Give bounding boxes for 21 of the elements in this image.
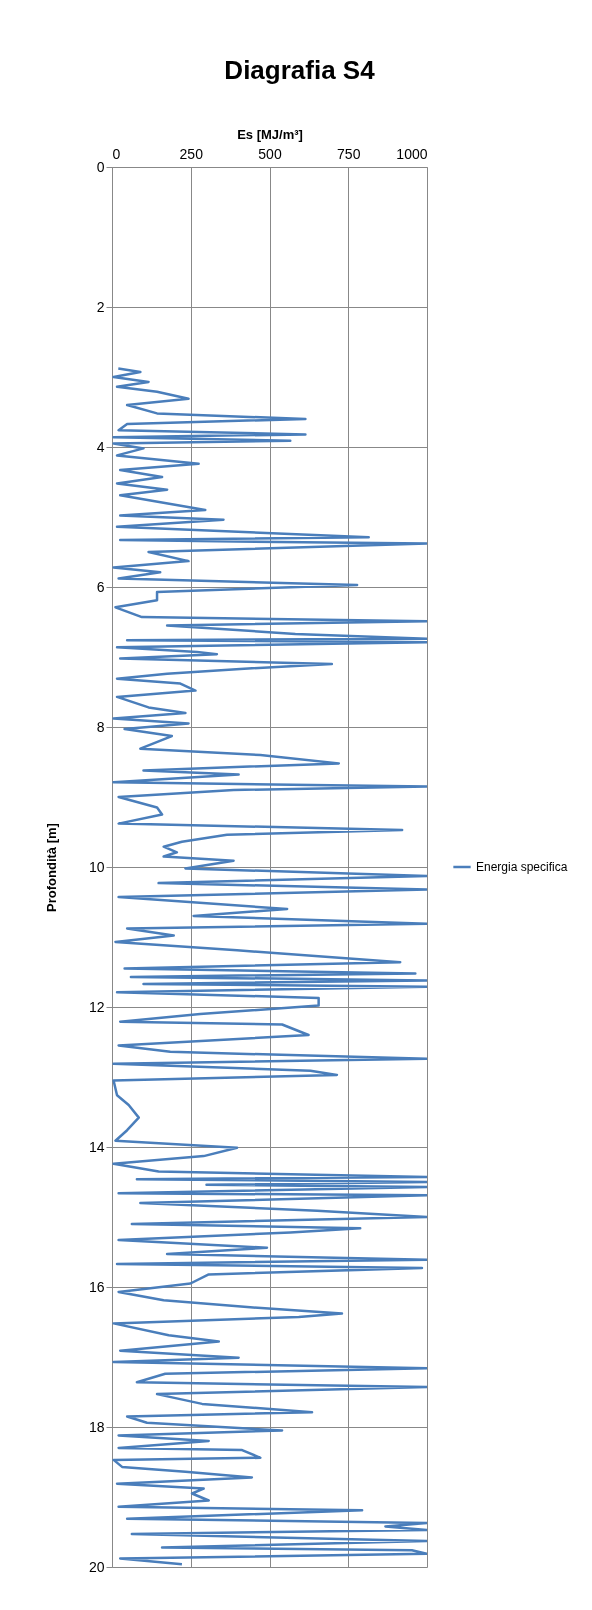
legend-label: Energia specifica <box>476 860 568 874</box>
y-tick-label: 14 <box>88 1138 105 1155</box>
y-tick-label: 18 <box>88 1418 105 1435</box>
y-tick-label: 0 <box>96 158 105 175</box>
x-tick-label: 250 <box>179 145 204 162</box>
x-tick-label: 1000 <box>396 145 428 162</box>
y-tick-label: 6 <box>96 578 105 595</box>
y-tick-label: 16 <box>88 1278 105 1295</box>
y-tick-label: 12 <box>88 998 105 1015</box>
y-tick-label: 8 <box>96 718 105 735</box>
y-tick-label: 20 <box>88 1558 105 1575</box>
x-tick-label: 500 <box>258 145 282 162</box>
x-axis-title: Es [MJ/m³] <box>237 126 303 142</box>
chart-title: Diagrafia S4 <box>224 55 376 85</box>
line-series <box>112 367 427 1566</box>
x-tick-label: 750 <box>337 145 361 162</box>
y-tick-label: 10 <box>88 858 105 875</box>
y-tick-label: 4 <box>96 438 105 455</box>
y-axis-title: Profondità [m] <box>43 823 59 912</box>
y-tick-label: 2 <box>96 298 105 315</box>
x-tick-label: 0 <box>112 145 121 162</box>
